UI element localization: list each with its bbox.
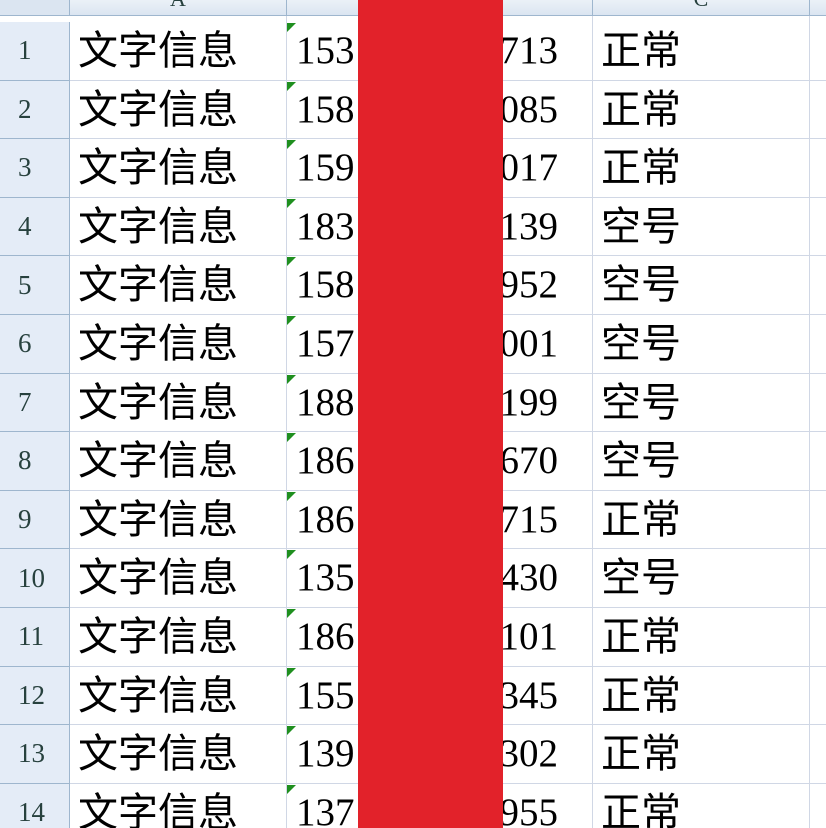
cell[interactable]: 159 — [296, 146, 355, 190]
error-indicator — [287, 198, 296, 208]
cell[interactable]: 430 — [499, 556, 559, 600]
row-header[interactable]: 8 — [0, 432, 70, 491]
cell[interactable]: 186 — [296, 615, 355, 658]
error-indicator — [287, 433, 296, 443]
cell[interactable]: 158 — [296, 263, 355, 307]
row-header[interactable]: 11 — [0, 608, 70, 667]
cell[interactable]: 017 — [499, 146, 559, 190]
cell[interactable]: 正常 — [601, 86, 681, 133]
cell[interactable]: 正常 — [601, 672, 681, 719]
cell[interactable]: 文字信息 — [78, 321, 238, 367]
error-indicator — [287, 23, 296, 32]
error-indicator — [287, 81, 296, 91]
cell[interactable]: 101 — [499, 615, 559, 658]
grid-line — [592, 16, 593, 828]
error-indicator — [287, 374, 296, 384]
cell[interactable]: 137 — [296, 790, 355, 828]
cell[interactable]: 153 — [296, 29, 355, 72]
cell[interactable]: 文字信息 — [78, 614, 238, 660]
cell[interactable]: 文字信息 — [78, 28, 238, 74]
cell[interactable]: 正常 — [601, 145, 681, 192]
row-header[interactable]: 13 — [0, 725, 70, 784]
cell[interactable]: 952 — [499, 263, 559, 307]
error-indicator — [287, 316, 296, 325]
cell[interactable]: 188 — [296, 380, 355, 424]
cell[interactable]: 正常 — [601, 28, 681, 74]
column-header[interactable]: A — [70, 0, 287, 16]
cell[interactable]: 135 — [296, 556, 355, 600]
cell[interactable]: 157 — [296, 322, 355, 365]
grid-line — [286, 16, 287, 828]
cell[interactable]: 空号 — [601, 262, 681, 309]
row-header[interactable]: 6 — [0, 315, 70, 374]
row-header[interactable]: 5 — [0, 256, 70, 315]
cell[interactable]: 文字信息 — [78, 496, 238, 543]
row-header[interactable]: 14 — [0, 783, 70, 828]
row-header[interactable]: 4 — [0, 197, 70, 257]
cell[interactable]: 139 — [296, 732, 355, 776]
cell[interactable]: 001 — [499, 322, 559, 365]
cell[interactable]: 文字信息 — [78, 672, 238, 719]
cell[interactable]: 183 — [296, 204, 355, 248]
cell[interactable]: 正常 — [601, 496, 681, 543]
row-header[interactable]: 10 — [0, 549, 70, 608]
error-indicator — [287, 257, 296, 267]
cell[interactable]: 715 — [499, 497, 559, 541]
cell[interactable]: 158 — [296, 87, 355, 131]
cell[interactable]: 670 — [499, 439, 559, 483]
cell[interactable]: 713 — [499, 29, 559, 72]
cell[interactable]: 文字信息 — [78, 438, 238, 485]
cell[interactable]: 955 — [499, 790, 559, 828]
cell[interactable]: 空号 — [601, 203, 681, 250]
cell[interactable]: 空号 — [601, 321, 681, 367]
cell[interactable]: 空号 — [601, 379, 681, 426]
cell[interactable]: 085 — [499, 87, 559, 131]
cell[interactable]: 文字信息 — [78, 262, 238, 309]
cell[interactable]: 186 — [296, 497, 355, 541]
cell[interactable]: 空号 — [601, 555, 681, 602]
cell[interactable]: 199 — [499, 380, 559, 424]
cell[interactable]: 文字信息 — [78, 86, 238, 133]
cell[interactable]: 155 — [296, 673, 355, 717]
column-header[interactable]: C — [593, 0, 810, 16]
grid-line — [809, 16, 810, 828]
cell[interactable]: 正常 — [601, 614, 681, 660]
row-header[interactable]: 12 — [0, 666, 70, 726]
error-indicator — [287, 140, 296, 150]
error-indicator — [287, 667, 296, 677]
error-indicator — [287, 491, 296, 501]
row-header[interactable]: 7 — [0, 373, 70, 433]
error-indicator — [287, 550, 296, 560]
cell[interactable]: 文字信息 — [78, 145, 238, 192]
cell[interactable]: 302 — [499, 732, 559, 776]
cell[interactable]: 空号 — [601, 438, 681, 485]
error-indicator — [287, 784, 296, 794]
row-header[interactable]: 3 — [0, 139, 70, 198]
row-header[interactable]: 2 — [0, 80, 70, 140]
cell[interactable]: 文字信息 — [78, 379, 238, 426]
cell[interactable]: 139 — [499, 204, 559, 248]
cell[interactable]: 文字信息 — [78, 203, 238, 250]
cell[interactable]: 186 — [296, 439, 355, 483]
cell[interactable]: 正常 — [601, 731, 681, 778]
row-header[interactable]: 1 — [0, 22, 70, 81]
cell[interactable]: 正常 — [601, 789, 681, 828]
column-header[interactable] — [810, 0, 826, 16]
error-indicator — [287, 726, 296, 736]
error-indicator — [287, 609, 296, 618]
cell[interactable]: 文字信息 — [78, 555, 238, 602]
redaction — [358, 0, 503, 828]
corner — [0, 0, 70, 16]
cell[interactable]: 文字信息 — [78, 731, 238, 778]
row-header[interactable]: 9 — [0, 490, 70, 550]
cell[interactable]: 文字信息 — [78, 789, 238, 828]
cell[interactable]: 345 — [499, 673, 559, 717]
